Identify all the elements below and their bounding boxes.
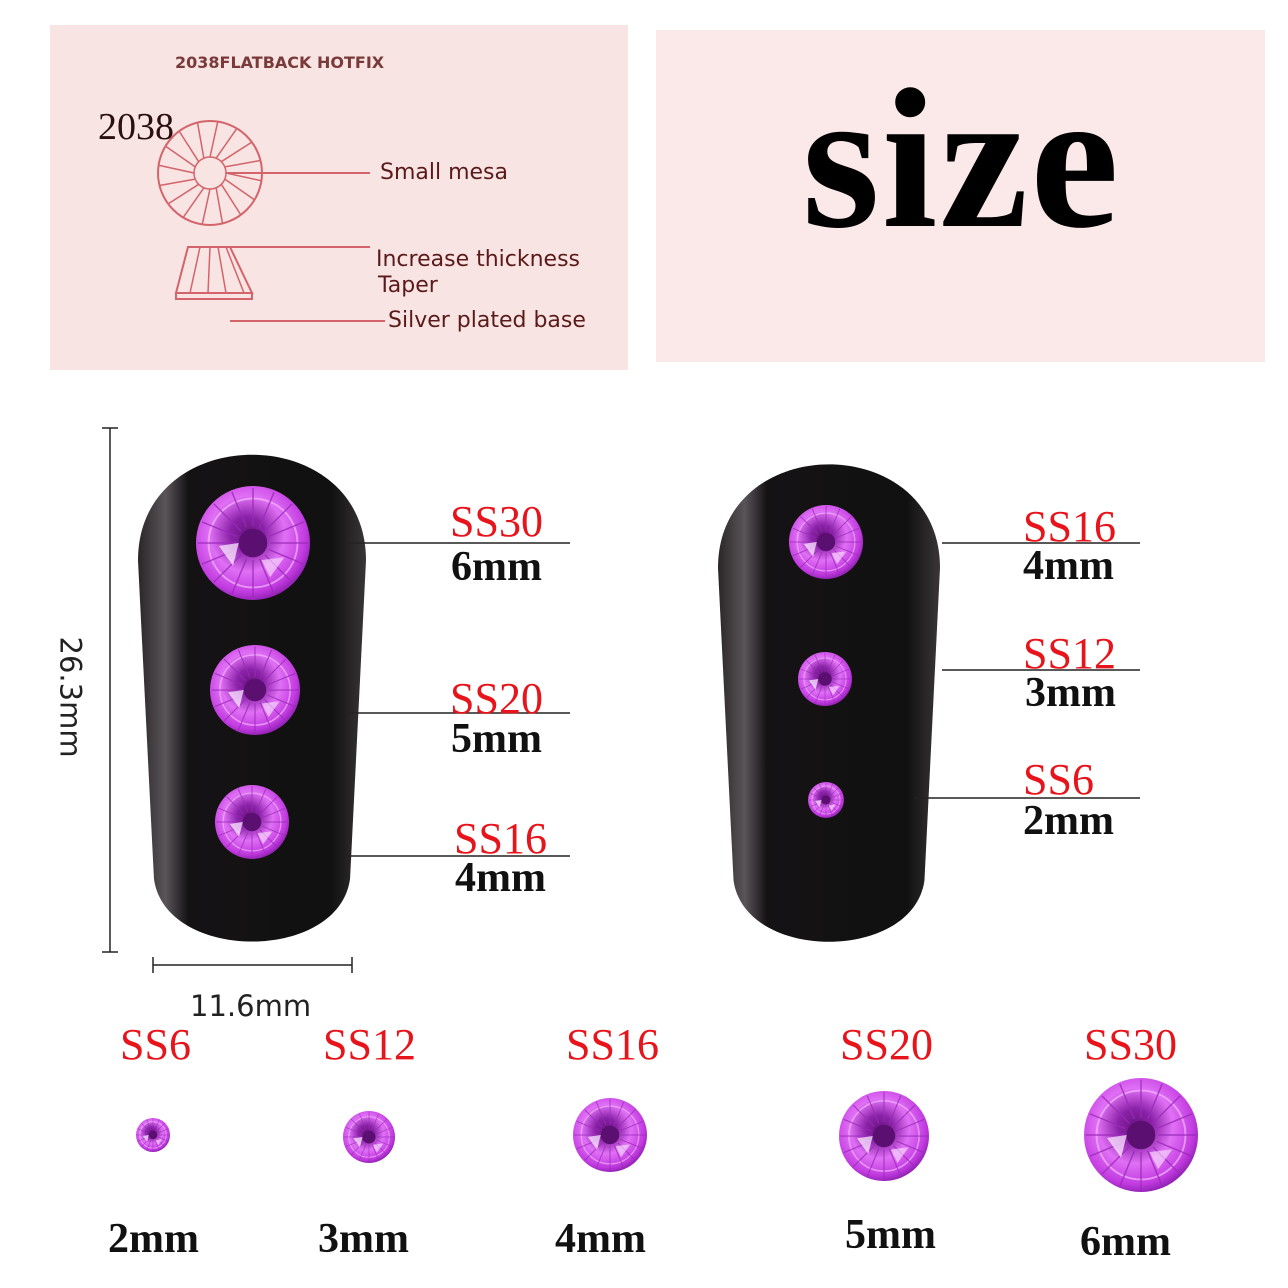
row-size-1: 2mm xyxy=(108,1216,199,1262)
left-code-3: SS16 xyxy=(454,814,547,863)
left-size-3: 4mm xyxy=(455,855,546,901)
rhinestone-gem xyxy=(573,1098,647,1172)
size-title: size xyxy=(802,49,1121,270)
rhinestone-gem xyxy=(789,505,863,579)
taper-facet xyxy=(217,246,227,294)
facet-line xyxy=(224,159,261,168)
taper-facet xyxy=(207,246,211,294)
width-dimension-label: 11.6mm xyxy=(190,989,312,1023)
right-size-2: 3mm xyxy=(1025,670,1116,716)
facet-line xyxy=(196,122,205,159)
facet-line xyxy=(158,164,195,174)
row-code-3: SS16 xyxy=(566,1020,659,1069)
rhinestone-gem xyxy=(1084,1078,1198,1192)
row-size-3: 4mm xyxy=(555,1216,646,1262)
facet-line xyxy=(201,188,211,225)
right-code-2: SS12 xyxy=(1023,629,1116,678)
row-code-1: SS6 xyxy=(120,1020,191,1069)
rhinestone-gem xyxy=(343,1111,395,1163)
right-code-1: SS16 xyxy=(1023,502,1116,551)
left-code-1: SS30 xyxy=(450,497,543,546)
facet-line xyxy=(165,145,196,168)
facet-line xyxy=(220,183,242,216)
diagram-panel: 2038FLATBACK HOTFIX 2038 Small mesa Incr… xyxy=(50,25,628,370)
rhinestone-diagram xyxy=(157,120,385,322)
rhinestone-gem xyxy=(839,1091,929,1181)
row-size-5: 6mm xyxy=(1080,1219,1171,1265)
rhinestone-gem xyxy=(196,486,310,600)
taper-facet xyxy=(189,246,201,294)
left-size-1: 6mm xyxy=(451,544,542,590)
facet-line xyxy=(225,172,262,182)
facet-line xyxy=(182,187,205,218)
rhinestone-gem xyxy=(215,785,289,859)
model-number: 2038 xyxy=(98,106,174,148)
left-code-2: SS20 xyxy=(450,674,543,723)
facet-line xyxy=(220,141,253,163)
rhinestone-gem xyxy=(808,782,844,818)
rhinestone-gem xyxy=(136,1118,170,1152)
facet-line xyxy=(215,187,224,224)
silver-base xyxy=(175,292,253,300)
row-size-4: 5mm xyxy=(845,1212,936,1258)
facet-line xyxy=(209,121,219,158)
right-code-3: SS6 xyxy=(1023,755,1094,804)
row-code-2: SS12 xyxy=(323,1020,416,1069)
facet-line xyxy=(224,178,255,201)
rhinestone-gem xyxy=(798,652,852,706)
callout-taper: Taper xyxy=(378,273,438,298)
callout-increase-thickness: Increase thickness xyxy=(376,247,581,272)
facet-line xyxy=(178,130,200,163)
facet-line xyxy=(159,178,196,187)
right-size-1: 4mm xyxy=(1023,543,1114,589)
row-size-2: 3mm xyxy=(318,1216,409,1262)
callout-silver-plated-base: Silver plated base xyxy=(388,308,586,333)
right-size-3: 2mm xyxy=(1023,798,1114,844)
row-code-5: SS30 xyxy=(1084,1020,1177,1069)
title-panel: size xyxy=(656,30,1265,362)
diagram-heading: 2038FLATBACK HOTFIX xyxy=(175,53,385,72)
height-dimension-label: 26.3mm xyxy=(53,636,88,758)
left-size-2: 5mm xyxy=(451,716,542,762)
callout-small-mesa: Small mesa xyxy=(380,160,509,185)
row-code-4: SS20 xyxy=(840,1020,933,1069)
taper-facet xyxy=(225,246,245,294)
rhinestone-gem xyxy=(210,645,300,735)
facet-line xyxy=(167,183,200,205)
facet-line xyxy=(215,128,238,159)
